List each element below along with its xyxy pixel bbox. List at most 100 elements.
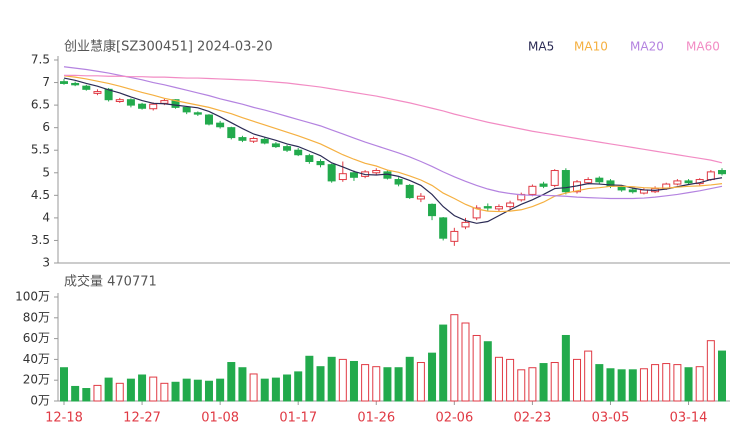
candle-body — [327, 164, 336, 182]
candle-body — [405, 184, 414, 199]
volume-bar — [115, 382, 124, 402]
volume-bar — [472, 334, 481, 402]
volume-bar — [461, 322, 470, 402]
volume-bar — [662, 363, 671, 402]
x-tick-label: 12-18 — [45, 411, 83, 426]
volume-bar — [595, 364, 604, 402]
candle-body — [316, 161, 325, 166]
y-tick-label: 5 — [42, 165, 50, 179]
y-tick-label: 80万 — [23, 310, 50, 324]
x-tick-label: 02-23 — [514, 411, 552, 426]
x-tick-label: 03-14 — [670, 411, 708, 426]
volume-bar — [550, 362, 559, 402]
candle-body — [561, 170, 570, 193]
volume-bar — [494, 356, 503, 402]
candle-body — [171, 99, 180, 108]
volume-bar — [338, 358, 347, 402]
y-tick-label: 7.5 — [31, 53, 50, 67]
volume-bar — [639, 368, 648, 402]
candle-body — [684, 180, 693, 184]
volume-bar — [349, 360, 358, 402]
candle-body — [271, 143, 280, 148]
volume-bar — [283, 374, 292, 402]
volume-title: 成交量 470771 — [64, 274, 157, 290]
candle-body — [160, 100, 169, 104]
volume-bar — [305, 355, 314, 402]
candle-body — [450, 230, 459, 242]
x-tick-label: 02-06 — [435, 411, 473, 426]
volume-bar — [695, 366, 704, 402]
volume-bar — [260, 378, 269, 402]
candle-body — [628, 189, 637, 193]
volume-bar — [171, 381, 180, 402]
ma-line — [64, 74, 723, 164]
volume-bar — [528, 367, 537, 402]
x-tick-label: 12-27 — [123, 411, 161, 426]
candle-body — [138, 103, 147, 109]
volume-bar — [327, 356, 336, 402]
volume-bar — [216, 378, 225, 402]
volume-bar — [416, 362, 425, 402]
candle-body — [706, 171, 715, 181]
y-tick-label: 4 — [42, 210, 50, 224]
volume-bar — [573, 358, 582, 402]
volume-bar — [428, 352, 437, 402]
candle-body — [216, 122, 225, 128]
volume-bar — [561, 334, 570, 402]
volume-bar — [584, 350, 593, 402]
volume-bar — [539, 363, 548, 402]
volume-bar — [718, 350, 726, 402]
volume-bar — [138, 374, 147, 402]
candle-body — [718, 170, 726, 175]
candle-body — [283, 146, 292, 151]
y-tick-label: 0万 — [30, 394, 50, 408]
volume-bar — [149, 376, 158, 402]
chart-title: 创业慧康[SZ300451] 2024-03-20 — [64, 39, 273, 55]
volume-bar — [249, 373, 258, 402]
volume-bar — [506, 358, 515, 402]
legend-entry: MA10 — [574, 40, 608, 54]
candle-body — [349, 172, 358, 178]
candle-body — [249, 137, 258, 142]
candle-body — [528, 185, 537, 195]
volume-bar — [617, 369, 626, 402]
candle-body — [93, 91, 102, 94]
volume-bar — [238, 367, 247, 402]
candle-body — [416, 195, 425, 200]
volume-bar — [673, 364, 682, 402]
candle-body — [294, 149, 303, 156]
candle-body — [260, 138, 269, 144]
ma-line — [63, 77, 723, 224]
y-tick-label: 7 — [42, 75, 50, 89]
x-tick-label: 01-17 — [279, 411, 317, 426]
candle-body — [461, 221, 470, 228]
candle-body — [550, 170, 559, 186]
candle-body — [338, 173, 347, 181]
candle-body — [71, 82, 80, 86]
candle-body — [539, 183, 548, 187]
candle-body — [126, 99, 135, 106]
candle-body — [204, 114, 213, 125]
volume-bar — [628, 369, 637, 402]
volume-bar — [93, 384, 102, 402]
volume-bar — [227, 362, 236, 402]
volume-bar — [361, 364, 370, 402]
volume-bar — [271, 377, 280, 402]
y-tick-label: 6 — [42, 120, 50, 134]
y-tick-label: 20万 — [23, 373, 50, 387]
volume-bar — [104, 377, 113, 402]
volume-bar — [439, 324, 448, 402]
candle-body — [149, 103, 158, 110]
candle-body — [439, 217, 448, 239]
x-tick-label: 01-08 — [201, 411, 239, 426]
volume-bar — [60, 367, 68, 402]
volume-bar — [394, 367, 403, 402]
candle-body — [472, 207, 481, 219]
candle-body — [506, 202, 515, 208]
y-tick-label: 5.5 — [31, 143, 50, 157]
candle-body — [182, 106, 191, 113]
candle-body — [238, 137, 247, 141]
volume-bar — [204, 380, 213, 402]
candle-body — [115, 99, 124, 103]
legend-entry: MA5 — [528, 40, 554, 54]
